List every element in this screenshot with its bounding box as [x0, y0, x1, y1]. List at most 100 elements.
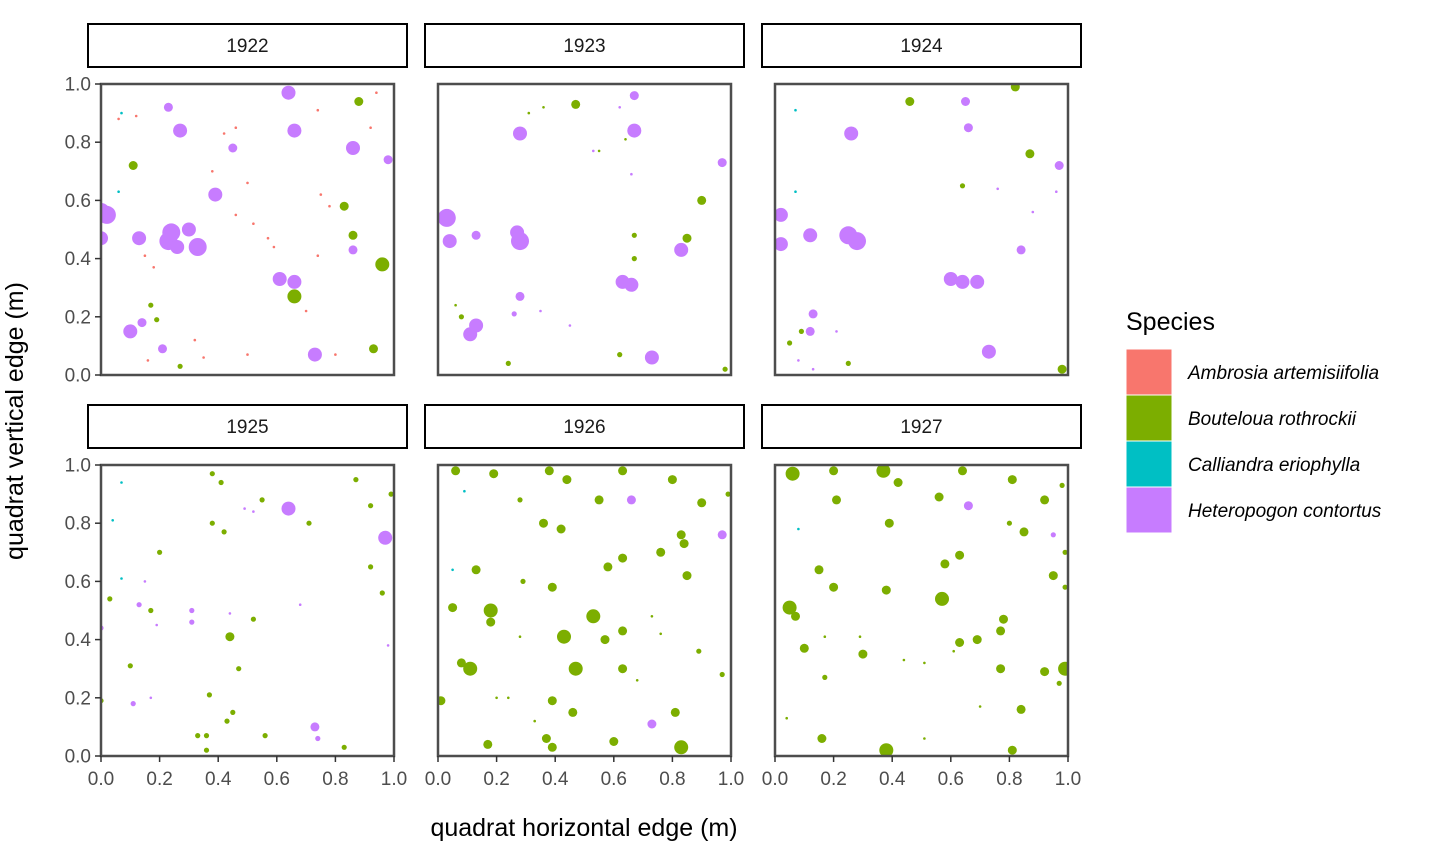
plant-point — [644, 350, 659, 365]
plant-point — [798, 328, 805, 334]
plant-point — [775, 237, 788, 252]
plant-point — [635, 679, 639, 682]
plant-point — [656, 547, 666, 557]
plant-point — [152, 266, 155, 269]
plant-point — [137, 318, 147, 328]
plant-point — [617, 352, 623, 358]
plant-point — [101, 205, 116, 224]
plant-point — [120, 111, 123, 115]
plant-point — [348, 230, 358, 240]
plant-point — [386, 644, 390, 647]
plant-point — [697, 195, 707, 205]
plant-point — [799, 643, 809, 653]
plant-point — [822, 674, 828, 681]
plant-point — [829, 466, 839, 476]
plant-point — [1019, 527, 1029, 537]
plant-point — [571, 99, 581, 109]
plant-point — [884, 518, 894, 528]
plant-point — [177, 363, 183, 369]
plant-point — [383, 155, 393, 165]
plant-point — [676, 530, 686, 540]
plant-point — [203, 733, 210, 739]
panel-1926: 1926 0.0 0.2 0.4 0.6 0.8 1.0 — [424, 404, 745, 790]
panel-border — [773, 82, 1070, 377]
plant-point — [143, 580, 147, 583]
plant-point — [533, 719, 536, 723]
plant-point — [963, 123, 973, 133]
plant-point — [547, 742, 557, 752]
y-tick-label: 0.2 — [65, 688, 91, 709]
plant-point — [181, 222, 196, 237]
strip-label: 1924 — [900, 36, 943, 57]
plant-point — [943, 272, 958, 286]
x-tick-label: 1.0 — [1055, 769, 1081, 790]
plant-point — [518, 635, 522, 638]
plant-point — [120, 481, 123, 484]
plant-point — [208, 187, 223, 202]
panel-1925: 1925 0.0 0.2 0.4 0.6 0.8 1.0 0.0 0.2 0.4 0.6 0.8 1.0 — [65, 404, 408, 790]
plant-point — [958, 466, 967, 476]
plant-point — [306, 520, 312, 526]
points-group — [101, 471, 394, 753]
plant-point — [117, 117, 120, 121]
plant-point — [787, 340, 793, 346]
plant-point — [541, 734, 551, 743]
strip-box — [761, 404, 1082, 449]
plant-point — [495, 696, 498, 700]
legend-key — [1125, 394, 1173, 442]
plant-point — [1058, 661, 1068, 676]
plant-point — [369, 344, 378, 354]
plant-point — [250, 616, 256, 622]
plant-point — [629, 91, 639, 101]
plant-point — [679, 539, 689, 549]
plant-point — [451, 568, 454, 572]
plant-point — [935, 591, 949, 606]
y-tick-label: 0.0 — [65, 366, 91, 387]
plant-point — [609, 737, 619, 746]
plant-point — [963, 501, 973, 511]
plant-point — [785, 466, 800, 481]
plant-point — [515, 291, 525, 301]
strip-label: 1925 — [226, 417, 268, 438]
y-axis-title: quadrat vertical edge (m) — [1, 282, 29, 560]
plant-point — [469, 318, 484, 333]
plant-point — [272, 245, 276, 249]
plant-point — [511, 311, 517, 317]
plant-point — [697, 498, 707, 508]
plant-point — [107, 596, 113, 602]
plant-point — [130, 701, 136, 707]
strip-label: 1926 — [563, 417, 605, 438]
plant-point — [101, 231, 108, 246]
plant-point — [823, 635, 827, 638]
plant-point — [136, 602, 142, 608]
points-group — [775, 84, 1067, 374]
plant-point — [463, 489, 466, 493]
plant-point — [568, 324, 572, 327]
panels: 1922 0.0 0.2 0.4 0.6 0.8 1.0 1923 1924 1925 0.0 0.2… — [65, 23, 1082, 790]
y-tick-label: 0.8 — [65, 514, 91, 535]
y-tick-label: 0.6 — [65, 572, 91, 593]
strip-label: 1922 — [226, 36, 268, 57]
plant-point — [717, 530, 727, 540]
plant-point — [845, 360, 851, 366]
plant-point — [132, 231, 147, 246]
plant-point — [879, 743, 894, 756]
plant-point — [454, 303, 457, 307]
panel-border — [99, 82, 396, 377]
panel-border — [436, 82, 733, 377]
plant-point — [624, 277, 639, 292]
plant-point — [791, 611, 800, 621]
plant-point — [618, 466, 628, 476]
plant-point — [154, 317, 160, 323]
plant-point — [148, 302, 154, 308]
x-tick-label: 0.6 — [938, 769, 964, 790]
plant-point — [339, 201, 349, 211]
plant-point — [835, 330, 838, 333]
plant-point — [905, 97, 915, 106]
points-group — [438, 91, 728, 372]
plant-point — [489, 469, 499, 479]
plant-point — [243, 507, 246, 510]
plant-point — [287, 289, 302, 304]
plant-point — [123, 324, 138, 339]
plant-point — [448, 603, 458, 613]
